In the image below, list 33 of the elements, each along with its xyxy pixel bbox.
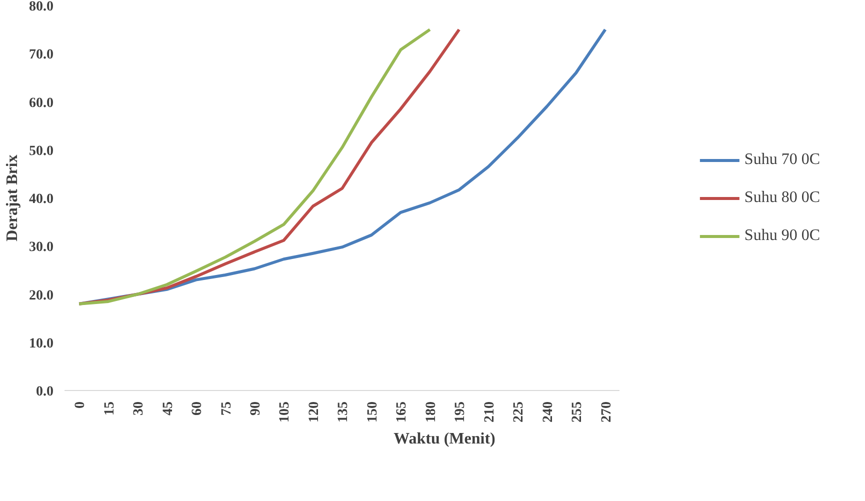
x-axis-title: Waktu (Menit) [394, 430, 496, 448]
y-tick-label: 40.0 [29, 192, 54, 207]
y-tick-label: 80.0 [29, 0, 54, 14]
x-tick-label: 210 [482, 402, 498, 422]
legend-label: Suhu 90 0C [744, 226, 820, 244]
x-tick-label: 30 [132, 402, 147, 416]
x-tick-label: 270 [599, 402, 614, 422]
x-tick-label: 255 [570, 402, 586, 422]
x-tick-label: 75 [219, 402, 234, 416]
x-tick-label: 150 [365, 402, 380, 422]
x-tick-label: 0 [73, 402, 88, 408]
x-tick-label: 120 [306, 402, 322, 422]
x-tick-label: 180 [424, 402, 439, 422]
y-tick-label: 50.0 [29, 144, 54, 159]
x-tick-label: 105 [278, 402, 293, 422]
x-tick-label: 135 [336, 402, 352, 422]
x-tick-label: 15 [102, 402, 118, 416]
x-tick-label: 45 [160, 402, 176, 416]
y-tick-label: 70.0 [29, 48, 54, 63]
y-tick-label: 20.0 [29, 288, 54, 304]
x-tick-label: 165 [394, 402, 410, 422]
y-tick-label: 0.0 [36, 384, 54, 400]
x-tick-label: 225 [512, 402, 527, 422]
x-tick-label: 195 [453, 402, 468, 422]
y-tick-label: 10.0 [29, 336, 54, 352]
y-tick-label: 60.0 [29, 96, 54, 111]
y-axis-title: Derajat Brix [4, 154, 21, 242]
x-tick-label: 240 [540, 402, 556, 422]
x-tick-label: 60 [190, 402, 206, 416]
x-tick-label: 90 [248, 402, 264, 416]
y-tick-label: 30.0 [29, 240, 54, 256]
legend-label: Suhu 80 0C [744, 188, 820, 206]
legend-label: Suhu 70 0C [744, 150, 820, 168]
